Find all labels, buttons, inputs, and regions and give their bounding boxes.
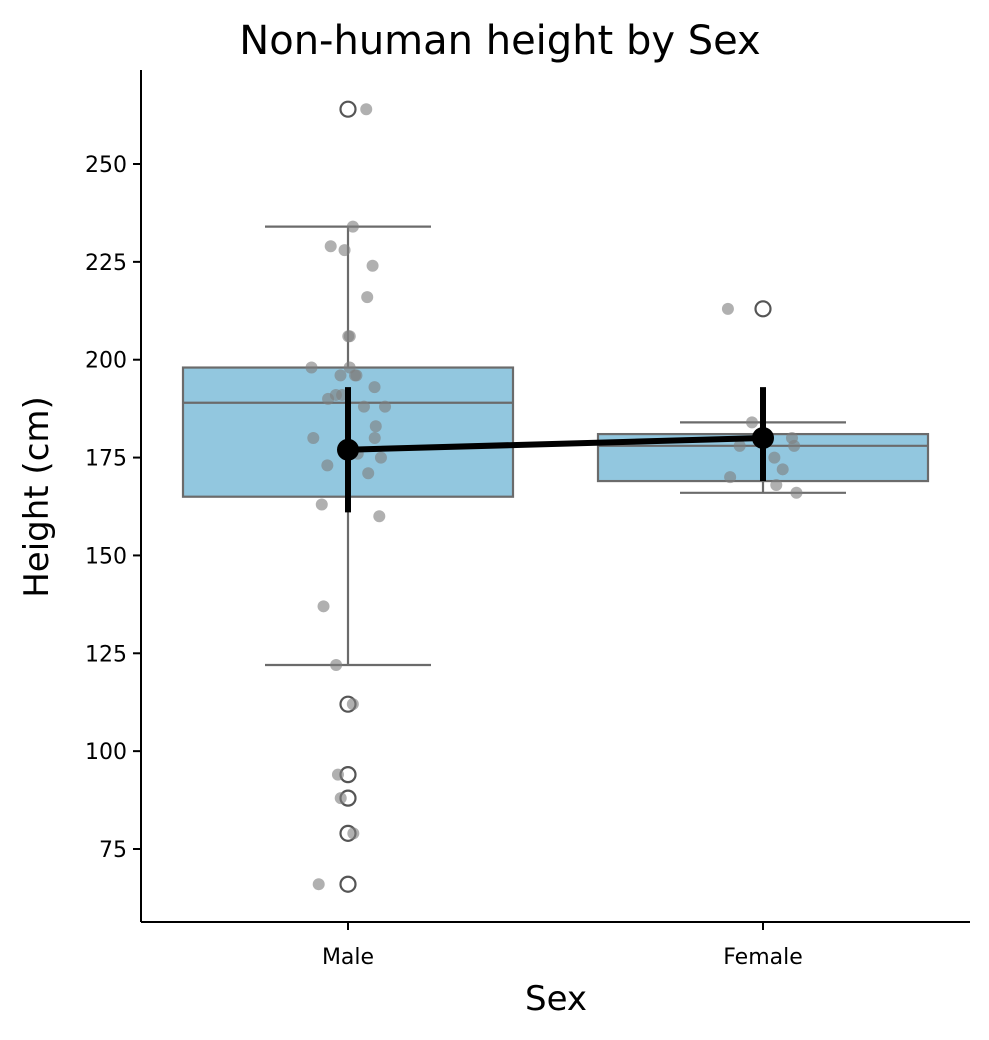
data-point-male xyxy=(338,244,351,257)
data-point-male xyxy=(330,659,343,672)
mean-point-female xyxy=(752,427,774,449)
y-tick-label: 150 xyxy=(85,544,127,569)
y-tick-label: 175 xyxy=(85,447,127,472)
data-point-female xyxy=(768,451,781,464)
data-point-male xyxy=(343,330,356,343)
y-axis-label: Height (cm) xyxy=(17,396,57,598)
data-point-female xyxy=(790,486,803,499)
data-point-male xyxy=(368,381,381,394)
data-point-male xyxy=(357,400,370,413)
plot-area: 75 100 125 150 175 200 225 250 Male Female xyxy=(85,70,970,970)
data-point-male xyxy=(360,103,373,116)
data-point-male xyxy=(322,392,335,405)
data-point-male xyxy=(366,259,379,272)
data-point-male xyxy=(324,240,337,253)
data-point-male xyxy=(346,220,359,233)
data-point-male xyxy=(331,768,344,781)
data-point-male xyxy=(369,420,382,433)
outlier-female xyxy=(754,300,772,318)
data-point-male xyxy=(350,369,363,382)
data-point-female xyxy=(788,439,801,452)
data-point-male xyxy=(312,878,325,891)
y-tick-label: 225 xyxy=(85,251,127,276)
data-point-female xyxy=(724,471,737,484)
data-point-female xyxy=(776,463,789,476)
data-point-male xyxy=(334,369,347,382)
chart-title: Non-human height by Sex xyxy=(239,18,760,64)
x-tick-label: Female xyxy=(723,945,803,970)
data-point-male xyxy=(334,792,347,805)
data-point-male xyxy=(347,827,360,840)
data-point-male xyxy=(321,459,334,472)
data-point-female xyxy=(770,478,783,491)
data-point-male xyxy=(317,600,330,613)
data-point-female xyxy=(721,302,734,315)
data-point-male xyxy=(346,698,359,711)
data-point-male xyxy=(374,451,387,464)
y-tick-label: 250 xyxy=(85,153,127,178)
outlier-male xyxy=(339,875,357,893)
data-point-male xyxy=(305,361,318,374)
data-point-male xyxy=(315,498,328,511)
y-tick-label: 200 xyxy=(85,349,127,374)
data-point-male xyxy=(368,432,381,444)
data-point-male xyxy=(307,432,320,444)
mean-line xyxy=(347,435,764,453)
data-point-male xyxy=(379,400,392,413)
data-point-male xyxy=(362,467,375,480)
y-tick-label: 100 xyxy=(85,740,127,765)
mean-point-male xyxy=(337,438,359,461)
data-point-female xyxy=(733,439,746,452)
y-tick-label: 75 xyxy=(99,838,127,863)
y-tick-label: 125 xyxy=(85,642,127,667)
data-point-male xyxy=(373,510,386,523)
data-point-male xyxy=(361,291,374,304)
x-tick-label: Male xyxy=(322,945,374,970)
x-axis-label: Sex xyxy=(525,979,587,1019)
data-point-female xyxy=(745,416,758,429)
outlier-male xyxy=(339,100,357,118)
